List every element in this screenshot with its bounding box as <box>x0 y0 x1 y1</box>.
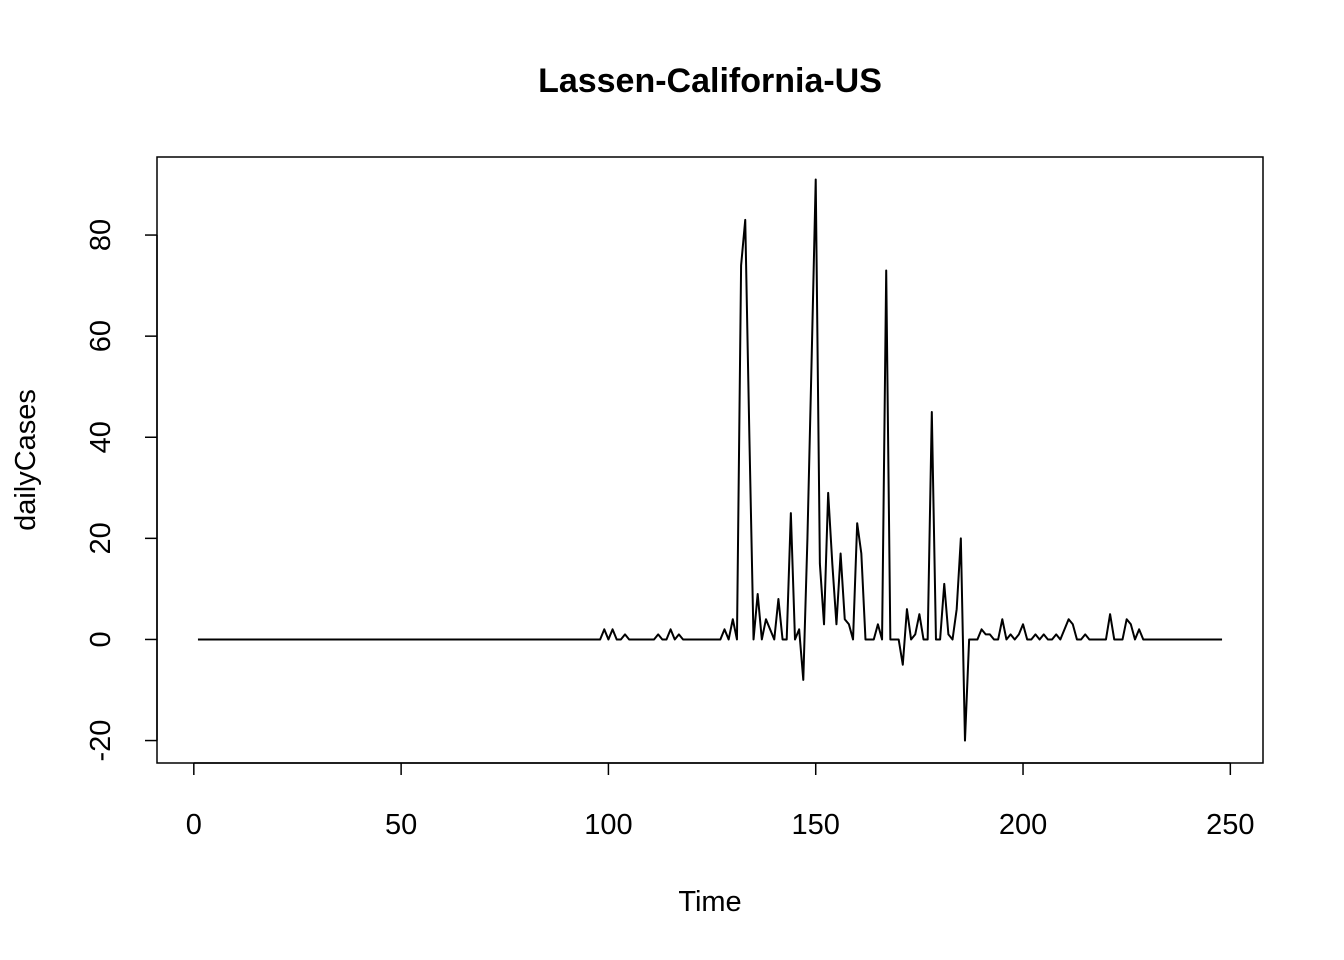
x-tick-label: 100 <box>584 809 632 841</box>
plot-box <box>156 156 1264 764</box>
y-tick-label: 40 <box>85 421 117 453</box>
y-axis-label: dailyCases <box>10 389 42 531</box>
x-tick-label: 200 <box>999 809 1047 841</box>
y-tick-label: -20 <box>85 720 117 762</box>
x-tick-label: 0 <box>186 809 202 841</box>
x-tick-label: 250 <box>1206 809 1254 841</box>
x-tick-label: 50 <box>385 809 417 841</box>
series-line <box>197 178 1223 742</box>
y-tick-label: 60 <box>85 320 117 352</box>
y-tick-label: 80 <box>85 219 117 251</box>
y-tick-label: 20 <box>85 522 117 554</box>
y-tick-label: 0 <box>85 631 117 647</box>
x-axis-label: Time <box>678 886 741 918</box>
x-tick-label: 150 <box>792 809 840 841</box>
chart-title: Lassen-California-US <box>538 62 882 100</box>
